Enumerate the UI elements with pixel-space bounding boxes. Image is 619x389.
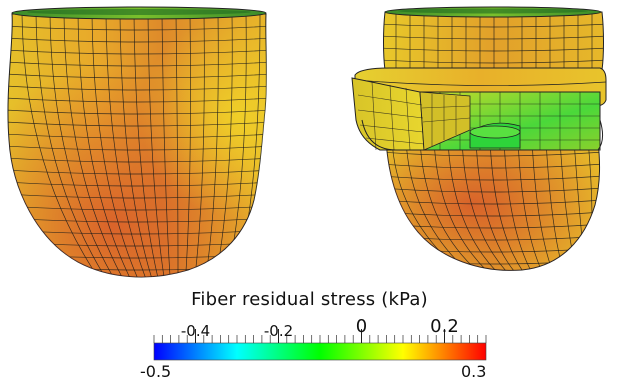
colorbar-tick-label: 0.2 bbox=[430, 316, 459, 337]
colorbar-major-ticks bbox=[195, 329, 445, 343]
colorbar-max-label: 0.3 bbox=[461, 362, 487, 381]
colorbar-tick-label: 0 bbox=[355, 316, 368, 337]
intact-heart-model bbox=[7, 6, 267, 278]
colorbar-title: Fiber residual stress (kPa) bbox=[191, 289, 428, 310]
colorbar-tick-label: -0.4 bbox=[180, 322, 211, 340]
colorbar-min-label: -0.5 bbox=[140, 362, 172, 381]
colorbar-gradient bbox=[153, 342, 487, 361]
colorbar bbox=[153, 329, 487, 361]
colorbar-tick-label: -0.2 bbox=[263, 322, 294, 340]
cutaway-heart-model bbox=[351, 6, 607, 271]
